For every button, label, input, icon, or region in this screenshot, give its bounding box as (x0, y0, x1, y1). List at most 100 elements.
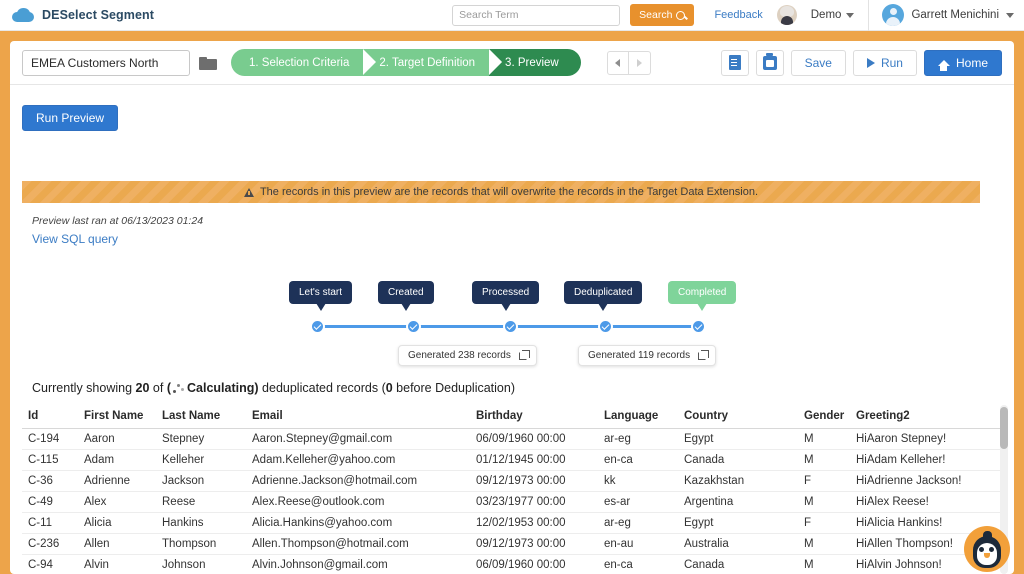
table-row[interactable]: C-236 Allen Thompson Allen.Thompson@hotmail… (22, 533, 1002, 555)
table-cell: kk (598, 470, 678, 492)
search-button[interactable]: Search (630, 4, 695, 26)
stepper-node-created: Created (378, 281, 434, 311)
summary-count: 20 (135, 381, 150, 395)
table-cell: Allen (78, 533, 156, 555)
table-cell: M (798, 428, 850, 450)
table-header-cell[interactable]: First Name (78, 405, 156, 429)
table-cell: Alicia (78, 512, 156, 534)
table-row[interactable]: C-94 Alvin Johnson Alvin.Johnson@gmail.com 0… (22, 554, 1002, 574)
user-avatar (882, 4, 905, 26)
stepper-node-lets-start: Let's start (289, 281, 353, 311)
step-target-definition[interactable]: 2. Target Definition (363, 49, 503, 76)
table-row[interactable]: C-49 Alex Reese Alex.Reese@outlook.com 03/23… (22, 491, 1002, 513)
run-preview-button[interactable]: Run Preview (22, 105, 119, 131)
summary-close-paren: ) (254, 381, 259, 395)
table-row[interactable]: C-11 Alicia Hankins Alicia.Hankins@yahoo.co… (22, 512, 1002, 534)
feedback-link[interactable]: Feedback (714, 9, 763, 21)
table-scrollbar[interactable] (1000, 405, 1008, 574)
stepper-dot-3 (503, 319, 518, 334)
table-header-cell[interactable]: Gender (798, 405, 850, 429)
step-selection-criteria[interactable]: 1. Selection Criteria (231, 49, 377, 76)
chevron-left-icon (615, 58, 621, 67)
table-cell: Reese (156, 491, 246, 513)
save-button[interactable]: Save (790, 49, 846, 76)
step-label: 2. Target Definition (379, 56, 476, 69)
records-table: Id First Name Last Name Email Birthday Langua… (22, 405, 1002, 574)
table-cell: M (798, 491, 850, 513)
document-button[interactable] (720, 49, 749, 76)
table-row[interactable]: C-194 Aaron Stepney Aaron.Stepney@gmail.com… (22, 428, 1002, 450)
user-menu[interactable]: Garrett Menichini (882, 4, 1014, 26)
records-table-wrapper[interactable]: Id First Name Last Name Email Birthday Langua… (22, 405, 1002, 574)
top-navigation-bar: DESelect Segment Search Feedback Demo Ga… (0, 0, 1024, 31)
penguin-mascot-icon[interactable] (964, 526, 1010, 572)
stepper-node-label: Created (388, 287, 424, 298)
external-link-icon[interactable] (698, 349, 710, 360)
table-header-row: Id First Name Last Name Email Birthday Langua… (22, 405, 1002, 429)
table-cell: es-ar (598, 491, 678, 513)
callout-text: Generated 119 records (588, 350, 691, 361)
table-cell: Adam.Kelleher@yahoo.com (246, 449, 470, 471)
segment-name-input[interactable] (22, 49, 190, 76)
table-cell: F (798, 470, 850, 492)
search-input[interactable] (452, 4, 621, 26)
spinner-icon (173, 383, 185, 394)
brand[interactable]: DESelect Segment (0, 7, 154, 23)
avatar (776, 5, 797, 25)
cloud-icon (12, 7, 34, 23)
table-cell: C-236 (22, 533, 78, 555)
table-row[interactable]: C-115 Adam Kelleher Adam.Kelleher@yahoo.com… (22, 449, 1002, 471)
search-button-label: Search (639, 9, 673, 21)
table-cell: 06/09/1960 00:00 (470, 428, 598, 450)
table-header-cell[interactable]: Last Name (156, 405, 246, 429)
summary-before-count: 0 (385, 381, 393, 395)
generated-records-callout-2[interactable]: Generated 119 records (578, 345, 717, 366)
external-link-icon[interactable] (518, 349, 530, 360)
table-cell: Kazakhstan (678, 470, 798, 492)
table-header-cell[interactable]: Email (246, 405, 470, 429)
table-cell: HiAdam Kelleher! (850, 449, 1002, 471)
step-label: 3. Preview (505, 56, 559, 69)
table-body: C-194 Aaron Stepney Aaron.Stepney@gmail.com… (22, 428, 1002, 574)
table-cell: Thompson (156, 533, 246, 555)
warning-icon (243, 187, 254, 197)
table-cell: Allen.Thompson@hotmail.com (246, 533, 470, 555)
table-cell: C-194 (22, 428, 78, 450)
table-cell: Alex (78, 491, 156, 513)
stepper-dot-2 (406, 319, 421, 334)
generated-records-callout-1[interactable]: Generated 238 records (398, 345, 537, 366)
table-header-cell[interactable]: Language (598, 405, 678, 429)
table-cell: Kelleher (156, 449, 246, 471)
schedule-button[interactable] (755, 49, 784, 76)
table-cell: Argentina (678, 491, 798, 513)
table-cell: F (798, 512, 850, 534)
chevron-right-icon (636, 58, 642, 67)
prev-step-button[interactable] (606, 50, 629, 75)
user-name: Garrett Menichini (911, 9, 999, 21)
view-sql-query-link[interactable]: View SQL query (32, 232, 119, 246)
table-header-cell[interactable]: Id (22, 405, 78, 429)
step-preview[interactable]: 3. Preview (489, 49, 581, 76)
table-cell: M (798, 554, 850, 574)
search-icon (676, 10, 686, 20)
table-header-cell[interactable]: Greeting2 (850, 405, 1002, 429)
demo-menu[interactable]: Demo (811, 9, 855, 21)
table-cell: en-ca (598, 449, 678, 471)
table-row[interactable]: C-36 Adrienne Jackson Adrienne.Jackson@hotm… (22, 470, 1002, 492)
chevron-down-icon (1006, 12, 1014, 18)
stepper-dot-4 (598, 319, 613, 334)
folder-icon[interactable] (199, 55, 217, 70)
table-cell: Alicia.Hankins@yahoo.com (246, 512, 470, 534)
table-cell: 03/23/1977 00:00 (470, 491, 598, 513)
wizard-nav-arrows (606, 50, 651, 75)
table-cell: HiAlvin Johnson! (850, 554, 1002, 574)
table-header-cell[interactable]: Birthday (470, 405, 598, 429)
wizard-toolbar: 1. Selection Criteria 2. Target Definiti… (10, 41, 1014, 85)
summary-middle: deduplicated records ( (262, 381, 386, 395)
next-step-button[interactable] (628, 50, 651, 75)
run-button[interactable]: Run (852, 49, 917, 76)
home-icon (937, 59, 950, 71)
scrollbar-thumb[interactable] (1000, 407, 1008, 449)
table-header-cell[interactable]: Country (678, 405, 798, 429)
home-button[interactable]: Home (923, 49, 1002, 76)
